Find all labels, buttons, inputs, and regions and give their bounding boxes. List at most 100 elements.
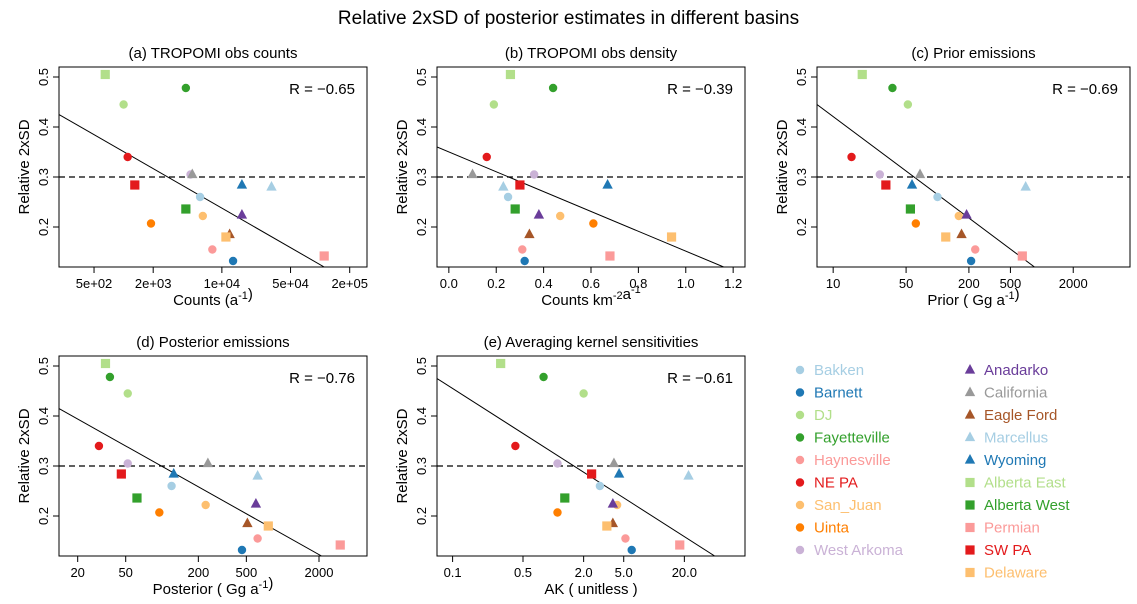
- point-dj: [489, 100, 499, 109]
- correlation-annotation: R = −0.39: [667, 81, 733, 98]
- point-eagle-ford: [524, 228, 535, 239]
- legend-marker: [965, 567, 975, 578]
- point-alberta-east: [505, 69, 516, 80]
- point-dj: [579, 389, 588, 398]
- x-tick-label: 2e+05: [331, 276, 368, 291]
- legend-label: California: [984, 385, 1048, 402]
- x-tick-label: 10: [826, 276, 840, 291]
- regression-line: [437, 378, 715, 556]
- point-california: [914, 168, 926, 179]
- panel-3: (c) Prior emissions 0.2 0.3 0.4 0.5 10 50 200 50…: [774, 45, 1131, 309]
- x-tick-label: 20: [70, 565, 84, 580]
- legend-label: Bakken: [814, 362, 864, 379]
- legend-marker: [965, 500, 975, 510]
- x-tick-label: 2.0: [575, 565, 593, 580]
- regression-line: [59, 408, 322, 556]
- y-tick-label: 0.3: [36, 168, 51, 186]
- y-tick-label: 0.2: [414, 507, 429, 525]
- x-axis-label: Counts km-2a-1: [541, 284, 641, 309]
- legend-label: Anadarko: [984, 362, 1048, 379]
- y-axis-label: Relative 2xSD: [394, 408, 411, 503]
- y-axis-label: Relative 2xSD: [16, 119, 33, 214]
- legend-item-alberta-west: Alberta West: [965, 497, 1070, 514]
- point-alberta-west: [905, 204, 916, 214]
- x-tick-label: 0.2: [487, 276, 505, 291]
- x-tick-label: 200: [187, 565, 209, 580]
- x-tick-label: 500: [1000, 276, 1022, 291]
- point-california: [608, 457, 620, 468]
- regression-line: [59, 114, 325, 267]
- point-marcellus: [1020, 181, 1031, 191]
- legend-item-uinta: Uinta: [795, 520, 850, 537]
- point-california: [467, 168, 478, 179]
- legend-item-marcellus: Marcellus: [964, 430, 1048, 447]
- x-axis-label: AK ( unitless ): [544, 581, 637, 598]
- point-ne-pa: [94, 441, 104, 451]
- point-wyoming: [602, 179, 613, 189]
- legend-label: Alberta East: [984, 475, 1067, 492]
- y-tick-label: 0.5: [414, 68, 429, 86]
- legend-item-san-juan: San_Juan: [795, 497, 882, 514]
- y-tick-label: 0.2: [794, 218, 809, 236]
- y-axis-label: Relative 2xSD: [16, 408, 33, 503]
- point-marcellus: [683, 470, 694, 480]
- legend-label: Barnett: [814, 385, 863, 402]
- point-wyoming: [168, 468, 179, 478]
- legend-item-eagle-ford: Eagle Ford: [964, 407, 1057, 424]
- point-dj: [123, 389, 132, 398]
- x-tick-label: 0.6: [582, 276, 600, 291]
- x-tick-label: 0.4: [535, 276, 553, 291]
- legend-label: Eagle Ford: [984, 407, 1057, 424]
- figure-title: Relative 2xSD of posterior estimates in …: [337, 8, 800, 29]
- x-tick-label: 1e+04: [204, 276, 241, 291]
- point-uinta: [155, 508, 164, 517]
- plot-frame: [58, 66, 368, 268]
- point-bakken: [503, 192, 513, 202]
- point-haynesville: [621, 534, 630, 543]
- x-tick-label: 5e+04: [272, 276, 309, 291]
- y-tick-label: 0.4: [414, 118, 429, 136]
- point-west-arkoma: [529, 170, 539, 179]
- point-permian: [319, 251, 329, 261]
- point-eagle-ford: [242, 517, 253, 528]
- legend-label: DJ: [814, 407, 832, 424]
- point-uinta: [911, 219, 921, 228]
- legend-label: Permian: [984, 520, 1040, 537]
- point-dj: [119, 100, 128, 109]
- point-alberta-east: [100, 69, 110, 80]
- legend-marker: [795, 455, 805, 465]
- y-tick-label: 0.2: [36, 507, 51, 525]
- x-tick-label: 500: [235, 565, 257, 580]
- point-san-juan: [556, 211, 565, 221]
- legend-item-dj: DJ: [795, 407, 832, 424]
- point-wyoming: [236, 179, 248, 189]
- point-uinta: [589, 219, 598, 228]
- y-tick-label: 0.4: [794, 118, 809, 136]
- legend-marker: [795, 365, 805, 375]
- legend-marker: [795, 500, 805, 510]
- panel-title: (c) Prior emissions: [911, 45, 1035, 62]
- point-sw-pa: [130, 180, 140, 190]
- point-marcellus: [252, 470, 263, 480]
- point-california: [187, 168, 198, 179]
- point-haynesville: [253, 534, 262, 543]
- point-delaware: [263, 521, 273, 531]
- x-tick-label: 2000: [305, 565, 334, 580]
- legend-label: NE PA: [814, 475, 858, 492]
- legend-item-bakken: Bakken: [795, 362, 864, 379]
- legend-item-alberta-east: Alberta East: [965, 475, 1067, 492]
- point-west-arkoma: [123, 459, 132, 468]
- point-bakken: [595, 481, 605, 491]
- point-san-juan: [201, 500, 210, 510]
- correlation-annotation: R = −0.61: [667, 370, 733, 387]
- legend-item-west-arkoma: West Arkoma: [795, 542, 904, 559]
- legend-item-permian: Permian: [965, 520, 1040, 537]
- x-axis-label: Posterior ( Gg a-1): [153, 575, 274, 598]
- point-uinta: [146, 219, 156, 228]
- point-alberta-east: [857, 69, 867, 80]
- point-permian: [1017, 251, 1027, 261]
- point-bakken: [195, 192, 205, 202]
- legend-label: Haynesville: [814, 452, 891, 469]
- point-permian: [335, 540, 345, 550]
- point-ne-pa: [123, 152, 132, 162]
